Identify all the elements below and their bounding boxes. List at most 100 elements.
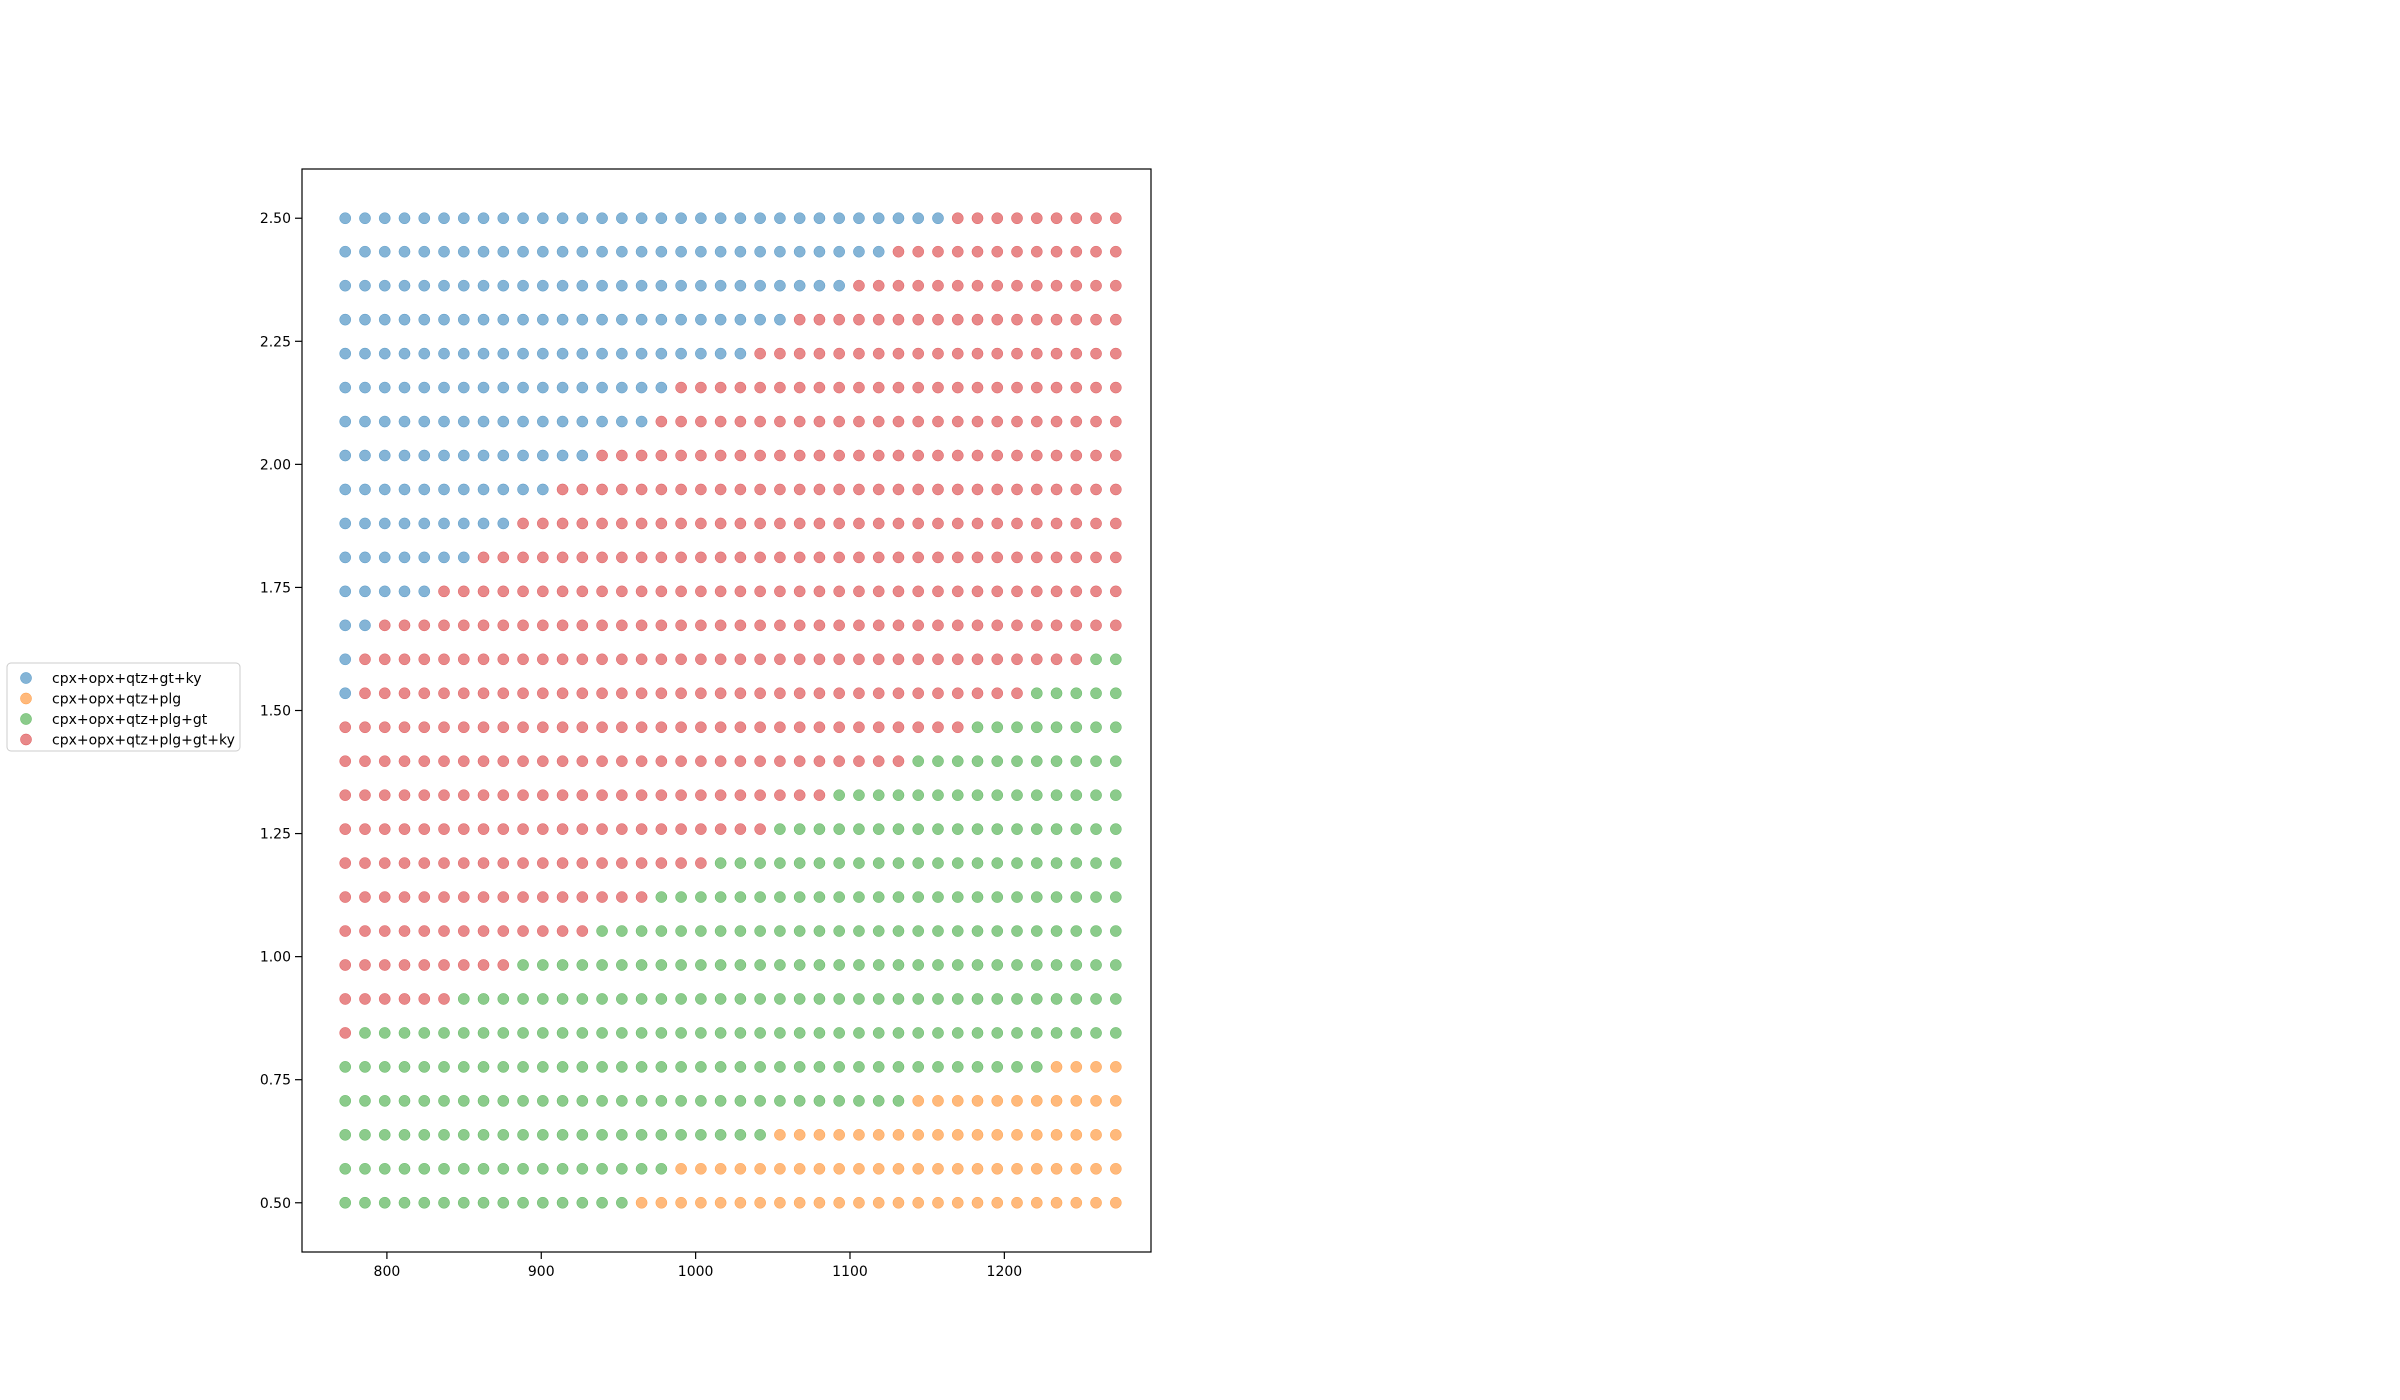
data-point [1011,687,1023,700]
data-point [378,585,391,598]
data-point [1050,993,1063,1005]
data-point [359,585,371,598]
data-point [1011,551,1023,564]
data-point [339,313,352,326]
data-point [1109,619,1122,632]
data-point [1109,483,1122,496]
data-point [398,1061,411,1073]
data-point [1011,517,1023,530]
data-point [1109,347,1122,360]
data-point [635,415,648,428]
data-point [339,347,352,360]
data-point [398,279,411,292]
data-point [932,891,944,903]
data-point [517,619,529,632]
data-point [951,1027,964,1039]
data-point [378,313,391,326]
data-point [695,551,707,564]
data-point [754,245,767,258]
data-point [596,415,608,428]
data-point [892,1162,905,1175]
data-point [971,1196,984,1209]
data-point [596,755,608,768]
data-point [912,449,925,462]
data-point [833,415,846,428]
data-point [872,1162,885,1175]
data-point [359,1162,371,1175]
data-point [892,891,905,903]
data-point [497,585,510,598]
data-point [378,347,391,360]
data-point [912,212,925,225]
data-point [872,993,885,1005]
data-point [793,993,806,1005]
data-point [853,1061,865,1073]
data-point [912,551,925,564]
data-point [457,1196,470,1209]
data-point [813,687,826,700]
data-point [635,721,648,734]
data-point [576,993,589,1005]
data-point [892,212,905,225]
data-point [951,1061,964,1073]
data-point [833,245,846,258]
data-point [596,925,608,937]
data-point [833,687,846,700]
data-point [457,891,470,903]
legend-label: cpx+opx+qtz+gt+ky [52,671,202,687]
x-tick-label: 800 [374,1264,401,1280]
data-point [971,381,984,394]
data-point [813,1027,826,1039]
data-point [1011,1196,1023,1209]
data-point [418,1027,431,1039]
data-point [971,891,984,903]
data-point [991,823,1004,835]
data-point [872,891,885,903]
data-point [932,1027,944,1039]
data-point [576,585,589,598]
data-point [457,857,470,869]
data-point [912,1196,925,1209]
data-point [813,449,826,462]
data-point [754,551,767,564]
data-point [1011,1162,1023,1175]
data-point [556,313,569,326]
data-point [754,279,767,292]
data-point [1109,551,1122,564]
data-point [615,653,628,666]
data-point [912,857,925,869]
data-point [576,279,589,292]
x-tick-label: 1200 [987,1264,1023,1280]
data-point [556,1128,569,1141]
data-point [359,1196,371,1209]
data-point [793,1162,806,1175]
data-point [576,857,589,869]
data-point [971,857,984,869]
data-point [774,415,786,428]
data-point [556,279,569,292]
data-point [635,313,648,326]
data-point [556,755,569,768]
data-point [774,993,786,1005]
data-point [971,1027,984,1039]
data-point [1109,517,1122,530]
data-point [655,789,668,802]
data-point [912,993,925,1005]
data-point [1030,1162,1043,1175]
data-point [951,721,964,734]
data-point [1070,415,1083,428]
data-point [714,1162,727,1175]
data-point [774,687,786,700]
data-point [695,721,707,734]
plot-frame [301,168,1152,1253]
data-point [457,823,470,835]
data-point [1070,823,1083,835]
data-point [655,925,668,937]
data-point [754,857,767,869]
data-point [418,857,431,869]
data-point [872,551,885,564]
data-point [932,551,944,564]
data-point [951,619,964,632]
data-point [714,381,727,394]
data-point [556,585,569,598]
